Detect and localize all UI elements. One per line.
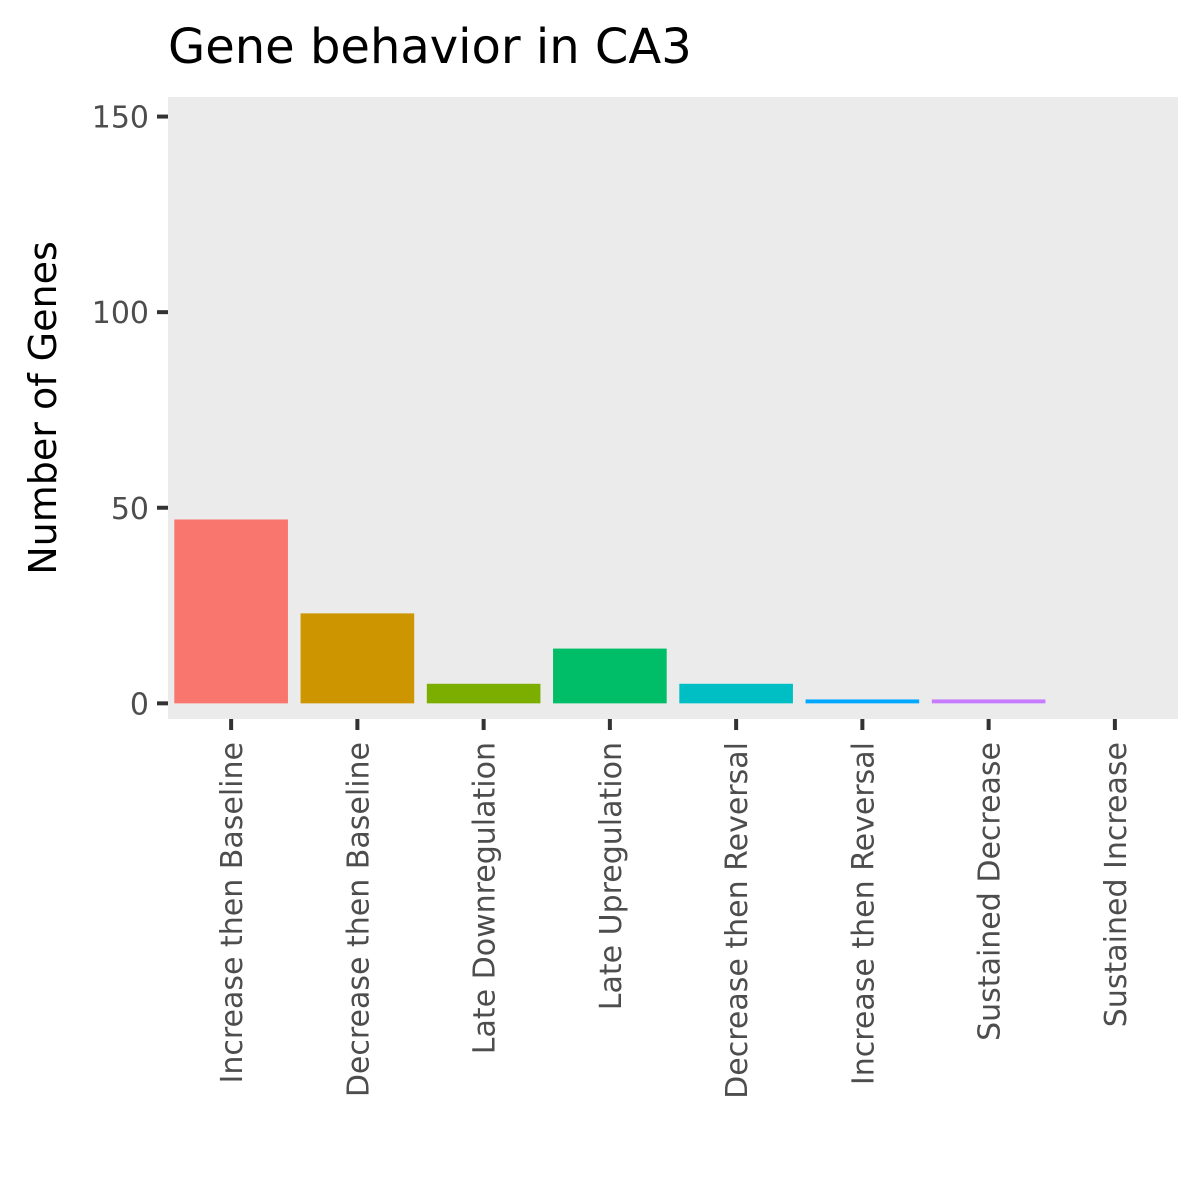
bar (679, 683, 793, 704)
bar (426, 683, 541, 704)
bar (553, 648, 667, 704)
x-tick-label: Sustained Increase (1099, 742, 1134, 1027)
y-tick-label: 100 (92, 296, 149, 331)
y-tick-label: 50 (111, 492, 149, 527)
x-tick-label: Sustained Decrease (973, 742, 1008, 1041)
x-tick-label: Decrease then Baseline (341, 742, 376, 1097)
x-axis: Increase then Baseline Decrease then Base… (215, 719, 1134, 1099)
y-tick-label: 150 (92, 101, 149, 136)
x-tick-label: Increase then Reversal (846, 742, 881, 1085)
bar (174, 519, 288, 704)
x-tick-label: Decrease then Reversal (720, 742, 755, 1099)
chart-title: Gene behavior in CA3 (168, 19, 692, 75)
y-axis-title: Number of Genes (21, 241, 65, 575)
bar (300, 613, 415, 704)
x-tick-label: Late Upregulation (594, 742, 629, 1010)
x-tick-label: Late Downregulation (468, 742, 503, 1054)
y-axis: 0 50 100 150 (92, 101, 168, 722)
bar (805, 699, 920, 704)
bar (931, 699, 1046, 704)
x-tick-label: Increase then Baseline (215, 742, 250, 1083)
bars-layer (174, 519, 1046, 704)
y-tick-label: 0 (130, 687, 149, 722)
